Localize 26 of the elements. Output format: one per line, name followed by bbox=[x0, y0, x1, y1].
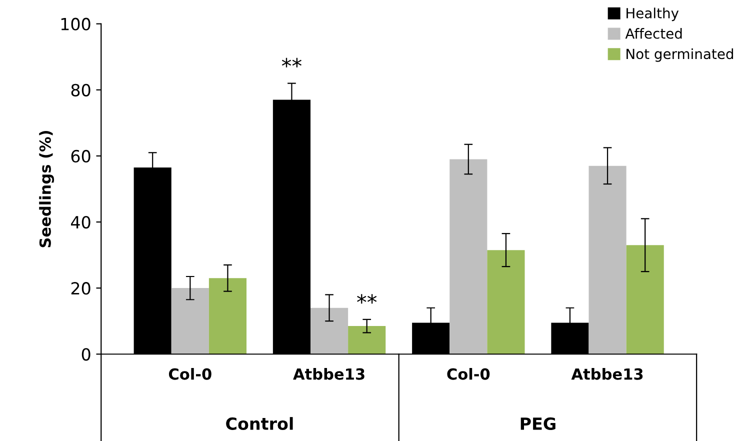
bar bbox=[310, 308, 348, 354]
y-tick-label: 20 bbox=[71, 282, 90, 295]
text: Control bbox=[226, 417, 293, 430]
y-tick-label: 0 bbox=[82, 348, 90, 361]
bar bbox=[626, 245, 664, 354]
legend-label: Healthy bbox=[626, 8, 679, 22]
y-tick-label: 80 bbox=[71, 84, 90, 96]
x-tick-label: Col-0 bbox=[447, 368, 490, 380]
x-tick-label: Atbbe13 bbox=[293, 368, 364, 380]
bar bbox=[450, 159, 488, 354]
y-axis-title: Seedlings (%) bbox=[39, 130, 54, 248]
y-tick-label: 100 bbox=[61, 18, 90, 30]
bar bbox=[487, 250, 525, 354]
x-tick-label: Atbbe13 bbox=[571, 368, 643, 380]
y-tick-label: 40 bbox=[71, 216, 90, 229]
bar bbox=[588, 166, 626, 354]
x-tick-label: Col-0 bbox=[168, 368, 212, 380]
annotation: ** bbox=[282, 58, 302, 68]
annotation: ** bbox=[357, 294, 377, 304]
legend-label: Affected bbox=[625, 28, 682, 39]
legend-label: Not germinated bbox=[626, 48, 734, 62]
bar bbox=[208, 278, 246, 354]
bar bbox=[348, 326, 386, 354]
bar bbox=[171, 288, 209, 354]
y-tick-label: 60 bbox=[71, 150, 90, 163]
text: PEG bbox=[520, 417, 556, 430]
